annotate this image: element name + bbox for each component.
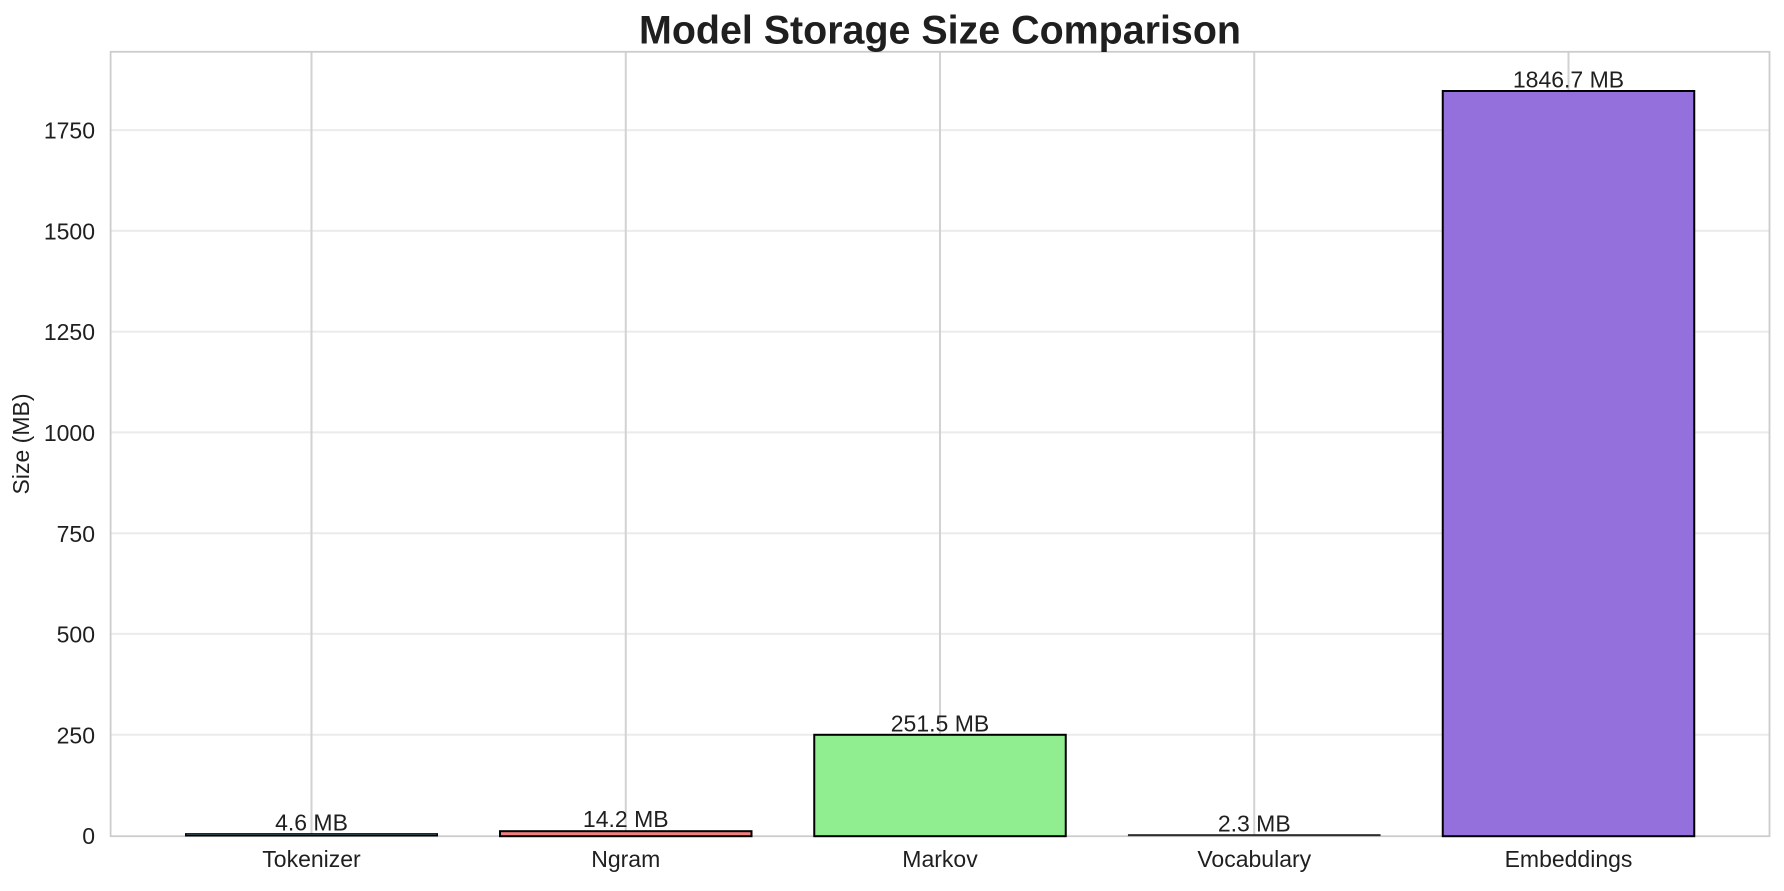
svg-text:1000: 1000 xyxy=(44,420,95,446)
svg-text:Ngram: Ngram xyxy=(591,846,660,872)
svg-text:14.2 MB: 14.2 MB xyxy=(583,806,669,832)
svg-text:1750: 1750 xyxy=(44,118,95,144)
svg-text:2.3 MB: 2.3 MB xyxy=(1218,811,1291,837)
svg-text:Size (MB): Size (MB) xyxy=(8,394,34,495)
svg-text:251.5 MB: 251.5 MB xyxy=(891,710,989,736)
svg-text:750: 750 xyxy=(57,521,95,547)
svg-text:250: 250 xyxy=(57,722,95,748)
svg-text:1250: 1250 xyxy=(44,319,95,345)
svg-text:Vocabulary: Vocabulary xyxy=(1197,846,1311,872)
svg-text:500: 500 xyxy=(57,622,95,648)
svg-text:1846.7 MB: 1846.7 MB xyxy=(1513,67,1624,93)
svg-text:Tokenizer: Tokenizer xyxy=(262,846,361,872)
svg-text:1500: 1500 xyxy=(44,219,95,245)
svg-text:0: 0 xyxy=(82,823,95,849)
svg-text:Embeddings: Embeddings xyxy=(1505,846,1633,872)
svg-text:Model Storage Size Comparison: Model Storage Size Comparison xyxy=(639,9,1241,53)
svg-text:Markov: Markov xyxy=(902,846,978,872)
svg-text:4.6 MB: 4.6 MB xyxy=(275,810,348,836)
